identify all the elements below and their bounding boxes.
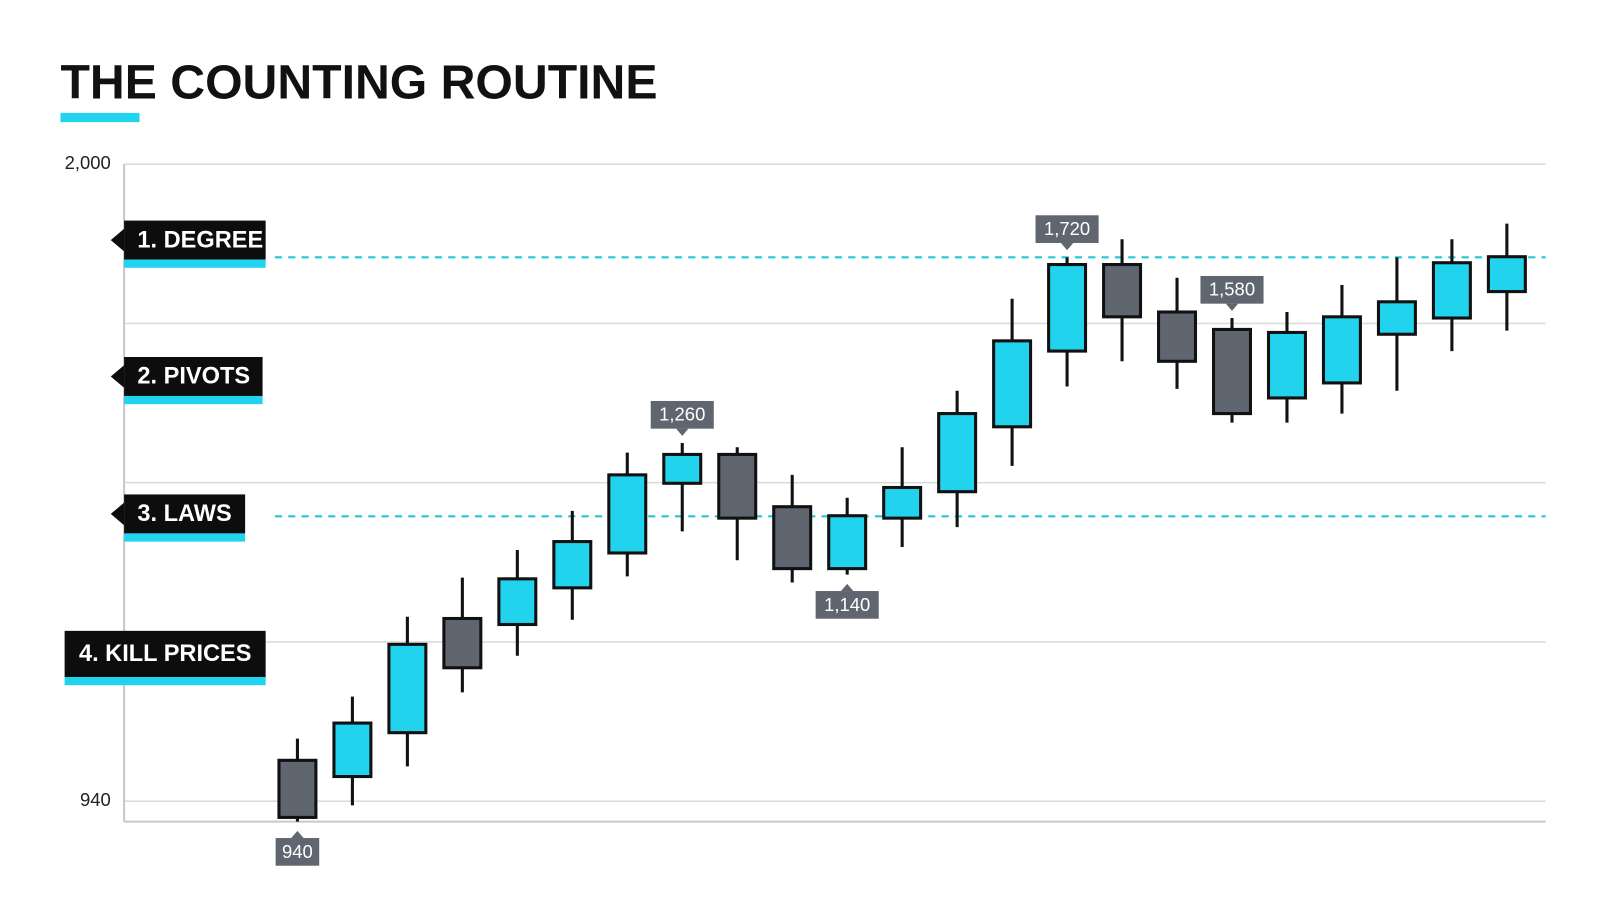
annotation-label: 1,720 <box>1044 218 1090 239</box>
candle-body <box>1376 300 1417 336</box>
candle-body <box>552 540 593 590</box>
chart-title: THE COUNTING ROUTINE <box>61 56 658 110</box>
candle-body <box>1047 262 1088 353</box>
y-tick-label: 940 <box>80 789 111 810</box>
annotation-pointer <box>841 583 854 592</box>
label-box <box>124 357 263 396</box>
candle-body <box>607 473 648 555</box>
annotation-box <box>275 838 320 866</box>
label-underline <box>124 395 263 405</box>
candle-body <box>442 616 483 670</box>
candle-body <box>1486 255 1527 294</box>
side-label: 2. PIVOTS <box>137 363 250 389</box>
label-box <box>64 630 266 677</box>
side-label: 4. KILL PRICES <box>79 640 252 666</box>
candle-body <box>1266 330 1307 400</box>
candle-body <box>332 721 373 779</box>
candle-body <box>882 485 923 520</box>
annotation-label: 1,580 <box>1209 279 1255 300</box>
candle-body <box>937 412 978 494</box>
annotation-pointer <box>1060 242 1074 251</box>
label-box <box>124 220 266 260</box>
candle-body <box>1321 315 1362 385</box>
candle-body <box>387 642 428 735</box>
candle-body <box>1102 262 1143 319</box>
label-pointer <box>110 365 125 388</box>
annotation-pointer <box>1225 303 1239 311</box>
label-box <box>124 494 246 534</box>
candle-body <box>277 758 318 819</box>
candle-body <box>662 452 703 485</box>
annotation-pointer <box>676 428 689 436</box>
annotation-box <box>1035 215 1099 243</box>
candle-body <box>1431 261 1472 320</box>
label-pointer <box>110 502 125 526</box>
annotation-box <box>650 400 714 429</box>
label-underline <box>124 533 246 542</box>
candle-body <box>992 339 1033 429</box>
label-underline <box>124 259 266 268</box>
side-label: 1. DEGREE <box>137 226 263 252</box>
annotation-label: 1,260 <box>659 404 705 425</box>
annotation-label: 1,140 <box>824 594 870 615</box>
candle-body <box>717 452 758 520</box>
title-underline <box>60 112 140 123</box>
candle-body <box>497 577 538 627</box>
annotation-box <box>1200 275 1264 304</box>
side-label: 3. LAWS <box>137 500 231 526</box>
y-tick-label: 2,000 <box>65 152 111 173</box>
candle-body <box>1157 310 1198 363</box>
annotation-pointer <box>291 830 304 839</box>
annotation-label: 940 <box>282 841 313 862</box>
label-pointer <box>110 228 125 252</box>
annotation-box <box>815 591 879 619</box>
candle-body <box>827 514 868 571</box>
candle-body <box>772 505 813 571</box>
candle-body <box>1211 327 1252 416</box>
label-underline <box>64 677 266 686</box>
